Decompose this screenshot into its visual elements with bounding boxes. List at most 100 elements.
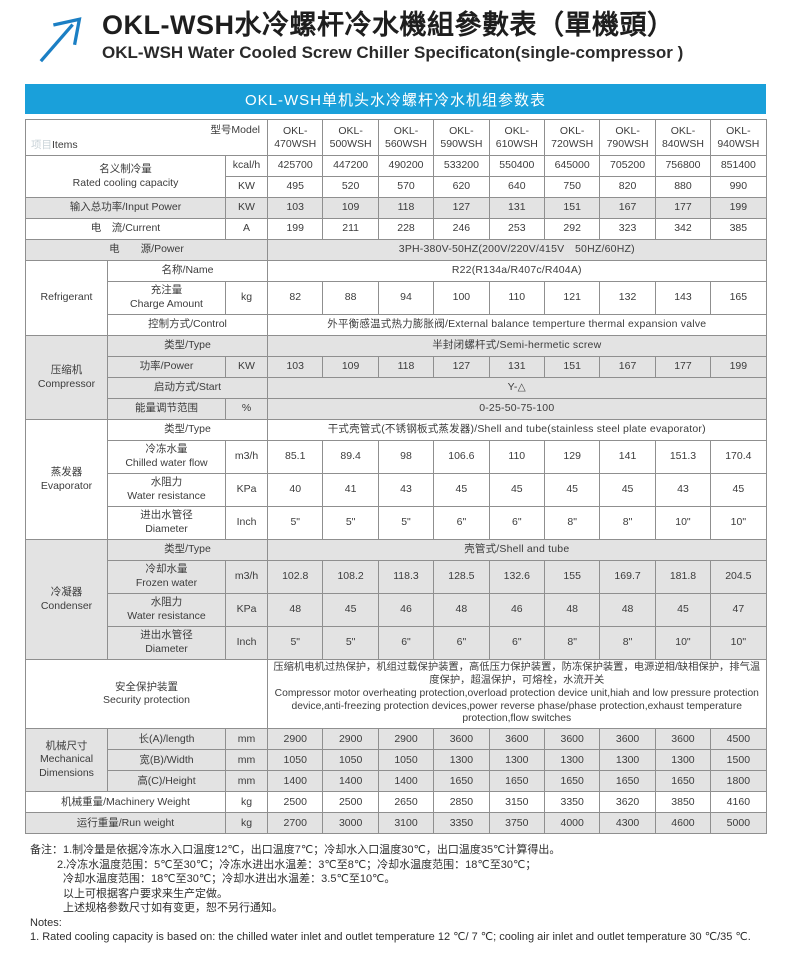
value-cell: 177 [654, 197, 712, 219]
value-cell: 880 [654, 176, 712, 198]
value-cell: 110 [488, 440, 545, 474]
value-cell: 1300 [543, 749, 601, 772]
row-evaporator-type: 蒸发器 Evaporator 类型/Type 干式壳管式(不锈钢板式蒸发器)/S… [25, 419, 767, 540]
label-cell-security: 安全保护装置 Security protection [24, 658, 269, 730]
value-cell: OKL-720WSH [543, 119, 601, 156]
value-cell: 199 [710, 197, 767, 219]
note-line: 1. Rated cooling capacity is based on: t… [30, 931, 751, 944]
value-cell: 1300 [654, 749, 712, 772]
row-input-power: 输入总功率/Input Power KW 103 109 118 127 131 151 1… [25, 197, 767, 219]
page-title-en: OKL-WSH Water Cooled Screw Chiller Speci… [102, 43, 684, 63]
value-cell-compressor-type: 半封闭螺杆式/Semi-hermetic screw [267, 335, 767, 357]
value-cell: 323 [599, 218, 656, 240]
value-cell: 46 [377, 593, 435, 627]
value-cell: 165 [710, 281, 767, 315]
value-cell: 10" [710, 506, 767, 540]
value-cell: 118 [377, 197, 435, 219]
label-cell-current: 电 流/Current [25, 218, 226, 240]
value-cell: OKL-790WSH [599, 119, 656, 156]
value-cell: 151 [543, 356, 601, 378]
model-header-row: 项目Items 型号Model OKL-470WSH OKL-500WSH OKL-… [24, 119, 767, 156]
value-cell-condenser-type: 壳管式/Shell and tube [267, 539, 767, 561]
value-cell: 45 [488, 473, 545, 507]
value-cell: 447200 [322, 155, 379, 177]
value-cell: 756800 [654, 155, 712, 177]
value-cell: 4300 [599, 812, 656, 835]
value-cell: 204.5 [710, 560, 767, 594]
value-cell: 102.8 [267, 560, 324, 594]
value-cell: 170.4 [710, 440, 767, 474]
value-cell: 570 [377, 176, 435, 198]
value-cell: 106.6 [433, 440, 490, 474]
value-cell: 98 [377, 440, 435, 474]
value-cell: 177 [654, 356, 712, 378]
value-cell: 1650 [599, 770, 656, 793]
value-cell: 1300 [488, 749, 545, 772]
value-cell: 118.3 [377, 560, 435, 594]
row-frozen-water: 冷却水量 Frozen water m3/h 102.8 108.2 118.3 12… [26, 560, 767, 594]
note-line: 2.冷冻水温度范围：5℃至30℃；冷冻水进出水温差：3℃至8℃；冷却水温度范围：… [57, 858, 537, 871]
value-cell: 3600 [543, 728, 601, 751]
value-cell: 108.2 [322, 560, 379, 594]
value-cell: OKL-560WSH [377, 119, 435, 156]
label-cell-compressor-type: 类型/Type [106, 335, 269, 357]
value-cell: 151 [543, 197, 601, 219]
value-cell: 109 [322, 197, 379, 219]
value-cell: 6" [488, 626, 545, 660]
value-cell: 2900 [267, 728, 324, 751]
label-cell-machinery-weight: 机械重量/Machinery Weight [25, 791, 226, 814]
value-cell: 47 [710, 593, 767, 627]
value-cell: 132 [599, 281, 656, 315]
items-label: 项目Items [31, 139, 78, 152]
value-cell: 6" [488, 506, 545, 540]
value-cell: 48 [433, 593, 490, 627]
value-cell: 48 [543, 593, 601, 627]
value-cell: 645000 [543, 155, 601, 177]
value-cell: 6" [377, 626, 435, 660]
unit-cell: mm [224, 770, 269, 793]
value-cell: 292 [543, 218, 601, 240]
value-cell: 1300 [433, 749, 490, 772]
value-cell-control: 外平衡感温式热力膨胀阀/External balance temperture … [267, 314, 767, 336]
row-evap-diameter: 进出水管径 Diameter Inch 5" 5" 5" 6" 6" 8" 8" 10" 10" [26, 506, 767, 540]
corner-header-cell: 项目Items 型号Model [24, 119, 269, 156]
value-cell: 820 [599, 176, 656, 198]
label-cell-cond-water-resistance: 水阻力 Water resistance [107, 593, 226, 627]
value-cell: 3100 [377, 812, 435, 835]
note-line: Notes: [30, 916, 62, 929]
note-line: 上述规格参数尺寸如有变更，恕不另行通知。 [63, 902, 283, 915]
value-cell: 167 [599, 356, 656, 378]
value-cell: 103 [267, 356, 324, 378]
unit-cell: kg [224, 812, 269, 835]
value-cell: 1650 [433, 770, 490, 793]
value-cell-energy-range: 0-25-50-75-100 [267, 398, 767, 420]
value-cell: 48 [599, 593, 656, 627]
value-cell-refrigerant-name: R22(R134a/R407c/R404A) [267, 260, 767, 282]
row-run-weight: 运行重量/Run weight kg 2700 3000 3100 3350 3750 4… [25, 812, 767, 835]
label-cell-evap-water-resistance: 水阻力 Water resistance [107, 473, 226, 507]
value-cell: 2700 [267, 812, 324, 835]
value-cell: 167 [599, 197, 656, 219]
value-cell: 620 [433, 176, 490, 198]
row-charge-amount: 充注量 Charge Amount kg 82 88 94 100 110 121 132 1… [26, 281, 767, 315]
value-cell: 6" [433, 626, 490, 660]
value-cell: 2650 [377, 791, 435, 814]
value-cell: 121 [543, 281, 601, 315]
value-cell: 1400 [322, 770, 379, 793]
value-cell: 127 [433, 197, 490, 219]
value-cell: 41 [322, 473, 379, 507]
value-cell: 3350 [543, 791, 601, 814]
row-energy-range: 能量调节范围 % 0-25-50-75-100 [26, 398, 767, 420]
label-cell-height: 高(C)/Height [107, 770, 226, 793]
value-cell: 640 [488, 176, 545, 198]
value-cell: 85.1 [267, 440, 324, 474]
row-cond-water-resistance: 水阻力 Water resistance KPa 48 45 46 48 46 48 48 4… [26, 593, 767, 627]
unit-cell: KW [224, 176, 269, 198]
row-start-mode: 启动方式/Start Y-△ [26, 377, 767, 399]
value-cell: 1650 [543, 770, 601, 793]
row-evap-water-resistance: 水阻力 Water resistance KPa 40 41 43 45 45 45 45 4… [26, 473, 767, 507]
value-cell: OKL-940WSH [710, 119, 767, 156]
unit-cell: Inch [224, 626, 269, 660]
value-cell: 1650 [488, 770, 545, 793]
value-cell: 10" [654, 626, 712, 660]
